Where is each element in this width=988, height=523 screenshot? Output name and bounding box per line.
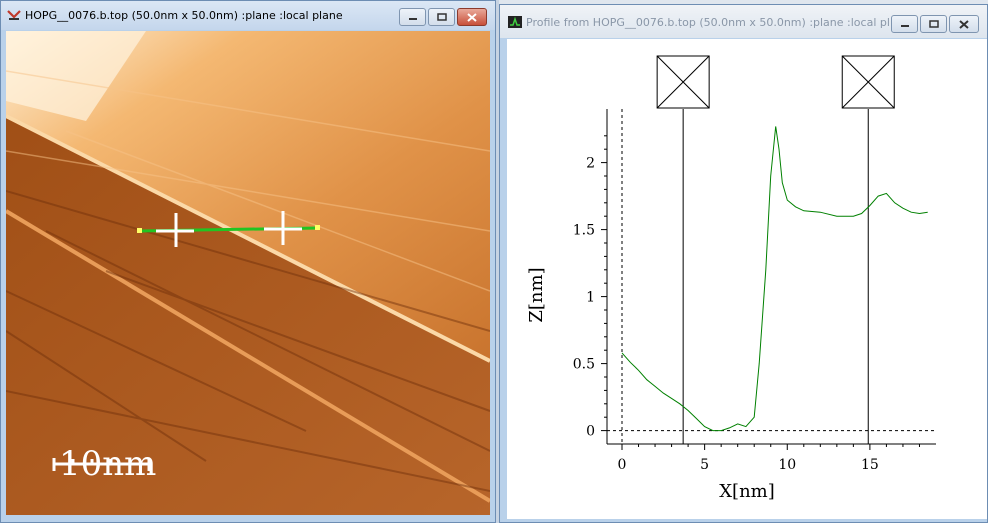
profile-icon [508, 16, 522, 28]
y-tick-label: 1 [586, 290, 595, 306]
profile-series-line [621, 126, 928, 432]
minimize-icon [408, 18, 417, 20]
app-logo-icon [7, 10, 21, 20]
maximize-icon [928, 20, 939, 28]
maximize-button[interactable] [428, 8, 455, 26]
y-axis-label: Z[nm] [526, 267, 547, 322]
profile-window[interactable]: Profile from HOPG__0076.b.top (50.0nm x … [499, 4, 988, 523]
close-icon [467, 12, 477, 22]
minimize-button[interactable] [399, 8, 426, 26]
close-icon [959, 19, 969, 29]
background-edge [499, 0, 988, 4]
close-button[interactable] [457, 8, 487, 26]
profile-maximize-button[interactable] [920, 15, 947, 33]
y-tick-label: 1.5 [573, 223, 595, 239]
y-tick-label: 0 [586, 424, 595, 440]
x-axis-label: X[nm] [719, 481, 775, 502]
minimize-icon [900, 25, 909, 27]
cursor-handle-cross-icon [841, 55, 895, 109]
x-tick-label: 15 [861, 457, 879, 473]
x-tick-label: 10 [778, 457, 796, 473]
image-window-titlebar[interactable]: HOPG__0076.b.top (50.0nm x 50.0nm) :plan… [1, 1, 495, 30]
topography-image[interactable]: 10nm [6, 31, 490, 515]
profile-close-button[interactable] [949, 15, 979, 33]
profile-minimize-button[interactable] [891, 15, 918, 33]
profile-plot-area[interactable]: 0 5 10 15 0 0.5 1 1.5 2 X[nm] Z[nm] [507, 39, 987, 519]
image-window[interactable]: HOPG__0076.b.top (50.0nm x 50.0nm) :plan… [0, 0, 496, 523]
image-window-title: HOPG__0076.b.top (50.0nm x 50.0nm) :plan… [25, 9, 343, 22]
x-tick-label: 5 [700, 457, 709, 473]
maximize-icon [436, 13, 447, 21]
profile-window-titlebar[interactable]: Profile from HOPG__0076.b.top (50.0nm x … [500, 5, 987, 38]
cursor-handle-cross-icon [656, 55, 710, 109]
y-tick-label: 2 [586, 156, 595, 172]
afm-surface [6, 31, 490, 515]
y-tick-label: 0.5 [573, 357, 595, 373]
profile-window-title: Profile from HOPG__0076.b.top (50.0nm x … [526, 16, 901, 29]
scalebar-label: 10nm [59, 444, 157, 484]
profile-chart: 0 5 10 15 0 0.5 1 1.5 2 X[nm] Z[nm] [526, 55, 936, 502]
x-tick-label: 0 [618, 457, 627, 473]
